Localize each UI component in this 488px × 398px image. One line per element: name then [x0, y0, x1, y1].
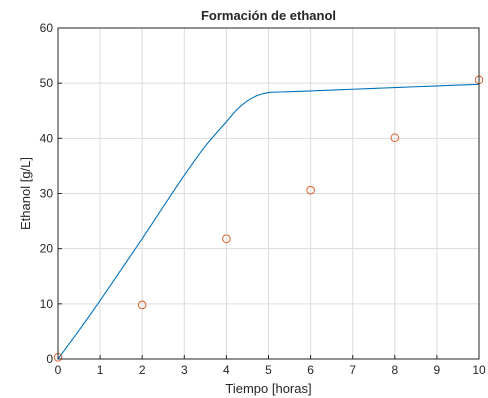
ethanol-data-point	[137, 300, 147, 310]
y-axis-label: Ethanol [g/L]	[18, 157, 33, 230]
x-tick-label: 5	[265, 363, 272, 377]
y-tick-label: 50	[40, 76, 54, 90]
x-tick-label: 7	[349, 363, 356, 377]
x-tick-label: 9	[434, 363, 441, 377]
ethanol-data-point	[306, 185, 315, 195]
ethanol-model-line	[57, 83, 480, 360]
y-tick-label: 40	[40, 131, 54, 145]
ticks: 0 1 2 3 4 5 6 7 8 9 10 0 10 20 30 40 50 60	[40, 21, 486, 377]
y-tick-label: 10	[40, 297, 54, 311]
x-tick-label: 10	[472, 363, 486, 377]
x-tick-label: 2	[139, 363, 146, 377]
x-tick-label: 1	[97, 363, 104, 377]
y-tick-label: 30	[40, 187, 54, 201]
ethanol-data-point	[222, 234, 231, 243]
y-tick-label: 60	[40, 21, 54, 35]
chart-title: Formación de ethanol	[201, 8, 336, 23]
x-tick-label: 4	[223, 363, 230, 377]
x-tick-label: 8	[391, 363, 398, 377]
x-tick-label: 0	[55, 363, 62, 377]
y-tick-label: 20	[40, 242, 54, 256]
grid	[58, 28, 479, 359]
x-tick-label: 3	[181, 363, 188, 377]
x-tick-label: 6	[307, 363, 314, 377]
ethanol-data-point	[390, 133, 400, 143]
x-axis-label: Tiempo [horas]	[225, 381, 311, 396]
y-tick-label: 0	[46, 352, 53, 366]
